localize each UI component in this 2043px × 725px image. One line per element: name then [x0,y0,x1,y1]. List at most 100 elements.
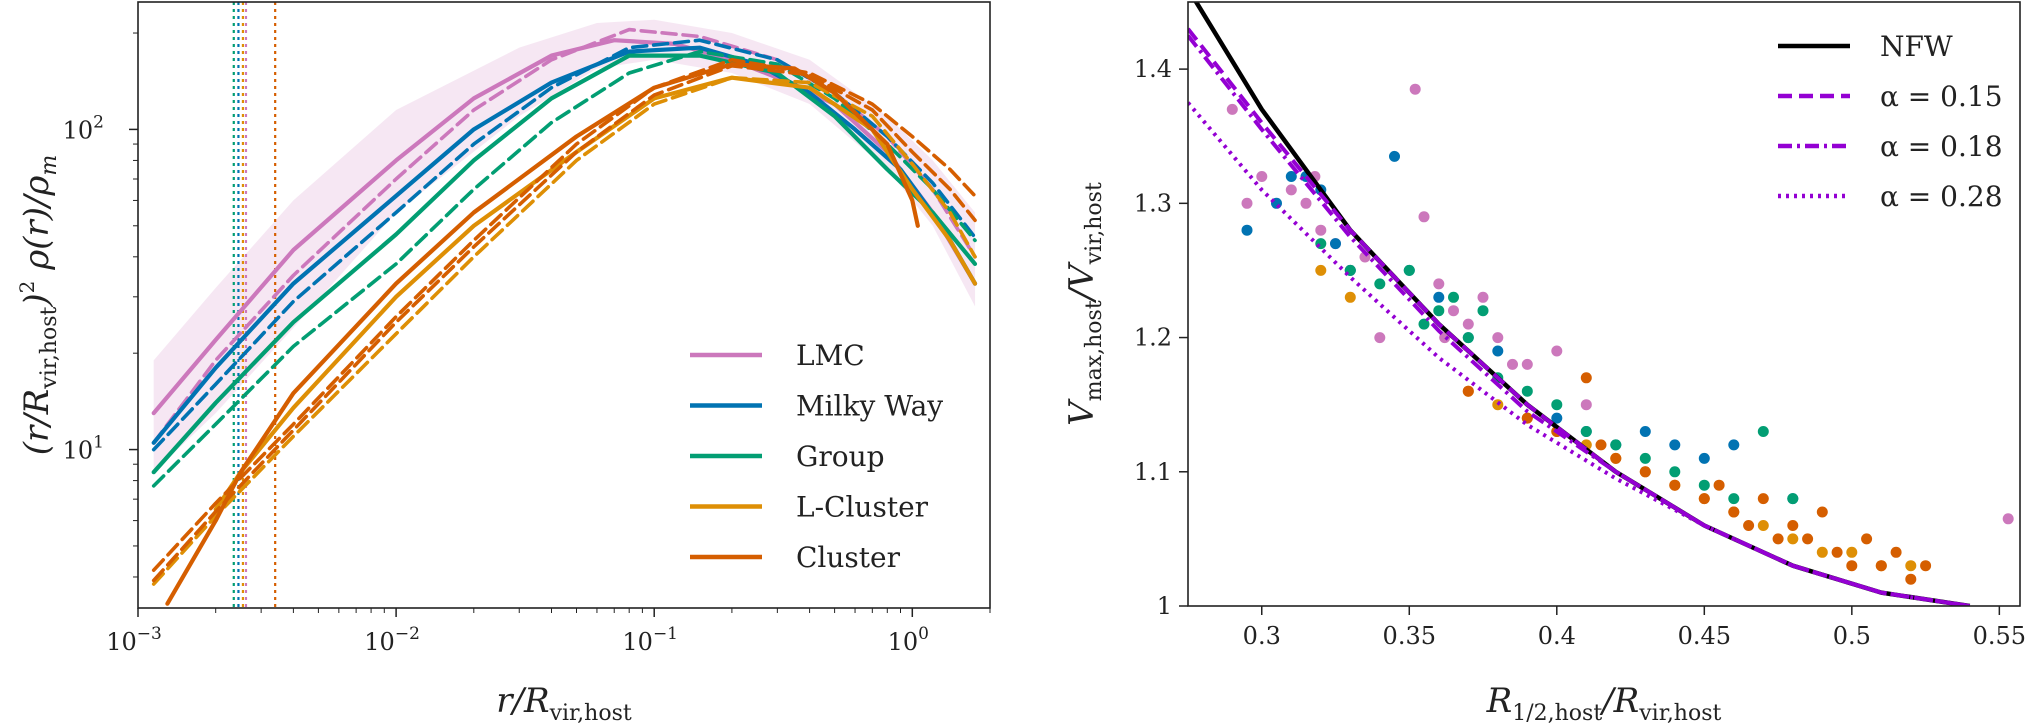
lmc-scatter-band [153,19,976,473]
x-tick-label: 0.5 [1833,622,1871,650]
scatter-point-group [1610,439,1622,451]
right-x-axis-label: R1/2,host/Rvir,host [1486,681,1722,725]
series-line-cluster [165,61,920,606]
scatter-point-lmc [1462,318,1474,330]
series-line-group-dashed [151,49,977,488]
scatter-point-group [1374,278,1386,290]
x-tick-label: 0.4 [1538,622,1576,650]
x-tick-label: 0.35 [1383,622,1436,650]
left-x-axis-label: r/Rvir,host [496,681,632,725]
scatter-point-group [1477,305,1489,317]
y-tick-label: 1 [1157,592,1172,620]
scatter-point-cluster [1846,560,1858,572]
y-tick-label: 1.4 [1134,55,1172,83]
y-tick-label: 1.2 [1134,324,1172,352]
series-line-l-cluster [213,75,978,512]
scatter-point-group [1418,318,1430,330]
scatter-point-lmc [1256,171,1268,182]
left-y-axis-label: (r/Rvir,host)2 ρ(r)/ρm [15,155,62,456]
scatter-point-l-cluster [1787,533,1799,545]
y-tick-label: 101 [63,433,104,465]
scatter-point-group [1669,466,1681,478]
scatter-point-milky-way [1492,345,1504,357]
scatter-point-cluster [1728,506,1740,518]
x-tick-label: 0.55 [1973,622,2026,650]
left-panel: 10−3 10−2 10−1 100 101 102 r/Rvir,host (r/Rvir,… [15,1,991,725]
scatter-point-milky-way [1669,439,1681,451]
scatter-point-lmc [1507,358,1518,370]
y-tick-label: 1.1 [1134,458,1172,486]
scatter-point-cluster [1905,573,1917,585]
scatter-point-group [1551,399,1563,411]
x-tick-label: 100 [888,624,929,656]
scatter-point-lmc [1477,291,1489,303]
curve--0-15 [1188,27,1971,606]
series-line-cluster-dashed-a [151,58,977,572]
scatter-point-lmc [2002,513,2014,525]
scatter-point-group [1698,479,1710,491]
scatter-point-milky-way [1639,426,1651,437]
scatter-point-milky-way [1728,439,1740,451]
scatter-point-cluster [1802,533,1814,545]
scatter-point-group [1315,238,1327,250]
scatter-point-l-cluster [1315,264,1327,276]
y-tick-label: 102 [63,112,104,144]
scatter-point-cluster [1861,533,1873,545]
scatter-point-cluster [1580,372,1592,384]
scatter-point-lmc [1285,184,1297,196]
right-y-axis-label: Vmax,host/Vvir,host [1062,182,1107,426]
legend-label-nfw: NFW [1880,30,1953,63]
right-legend: NFW α = 0.15 α = 0.18 α = 0.28 [1778,30,2003,213]
scatter-point-cluster [1743,520,1755,531]
scatter-point-group [1639,452,1651,464]
scatter-point-cluster [1816,506,1828,518]
scatter-point-milky-way [1389,150,1400,162]
scatter-point-cluster [1595,439,1607,451]
scatter-point-group [1521,385,1533,397]
left-axes-frame [137,1,991,609]
scatter-point-lmc [1418,211,1430,223]
legend-label-lmc: LMC [796,339,865,372]
x-tick-label: 0.3 [1243,622,1281,650]
series-line-cluster-dashed-b [151,64,977,583]
right-axes-frame [1187,1,2021,607]
scatter-point-l-cluster [1905,560,1917,572]
scatter-point-lmc [1241,197,1253,209]
scatter-point-lmc [1300,197,1312,209]
scatter-point-l-cluster [1757,520,1769,531]
x-tick-label: 10−3 [106,624,162,656]
legend-label--0-18: α = 0.18 [1880,130,2003,163]
scatter-point-lmc [1580,399,1592,411]
scatter-point-lmc [1448,305,1459,317]
scatter-point-group [1787,493,1799,505]
legend-label-cluster: Cluster [796,541,901,574]
scatter-point-cluster [1890,546,1902,558]
scatter-point-lmc [1409,83,1421,95]
right-panel: 0.3 0.35 0.4 0.45 0.5 0.55 1 1.1 1.2 1.3 1.4 R1/2,h… [1062,1,2026,725]
scatter-point-cluster [1610,452,1622,464]
x-tick-label: 10−2 [364,624,420,656]
scatter-point-lmc [1551,345,1563,357]
legend-label--0-15: α = 0.15 [1880,80,2003,113]
y-tick-label: 1.3 [1134,189,1172,217]
scatter-point-milky-way [1241,224,1253,236]
scatter-point-cluster [1713,479,1725,491]
scatter-point-cluster [1920,560,1932,572]
x-tick-label: 10−1 [622,624,678,656]
curve--0-28 [1188,101,1971,606]
scatter-point-cluster [1831,546,1843,558]
series-line-l-cluster-dashed [151,75,977,586]
scatter-point-milky-way [1551,412,1563,424]
scatter-point-lmc [1315,224,1327,236]
left-plot-area [151,2,978,608]
scatter-point-lmc [1492,332,1504,344]
right-plot-area [1188,2,2014,606]
curve-nfw [1193,2,1971,606]
scatter-point-milky-way [1433,291,1445,303]
scatter-point-l-cluster [1344,291,1356,303]
scatter-point-group [1433,305,1445,317]
x-tick-label: 0.45 [1678,622,1731,650]
scatter-point-group [1728,493,1740,505]
series-line-group [151,53,978,475]
